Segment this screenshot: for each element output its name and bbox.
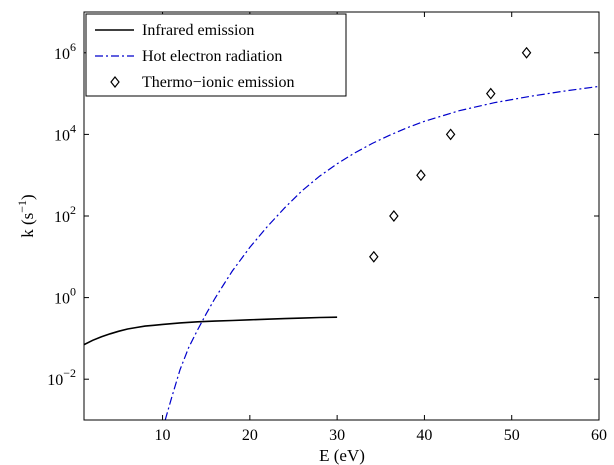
legend: Infrared emission Hot electron radiation… <box>85 13 347 97</box>
hot-electron-radiation-line <box>164 85 599 420</box>
thermo-ionic-marker <box>369 250 379 263</box>
y-tick-label: 104 <box>54 121 76 144</box>
legend-label-hot-electron: Hot electron radiation <box>142 48 282 65</box>
x-tick-label: 20 <box>242 427 258 444</box>
x-tick-label: 60 <box>591 427 607 444</box>
x-tick-label: 50 <box>504 427 520 444</box>
y-tick-label: 100 <box>54 285 76 308</box>
thermo-ionic-marker <box>485 87 496 100</box>
x-tick-label: 10 <box>155 427 171 444</box>
series-layer <box>84 46 599 420</box>
y-axis-label: k (s−1) <box>15 194 37 237</box>
thermo-ionic-marker <box>416 169 426 182</box>
thermo-ionic-marker <box>389 210 399 222</box>
legend-box <box>85 13 347 97</box>
y-tick-label: 10−2 <box>47 366 76 389</box>
y-tick-label: 106 <box>54 40 76 63</box>
legend-label-thermo-ionic: Thermo−ionic emission <box>142 74 295 91</box>
thermo-ionic-marker <box>521 46 532 59</box>
plot-frame <box>83 11 600 421</box>
legend-label-infrared: Infrared emission <box>142 22 254 39</box>
tick-layer: 10 20 30 40 50 60 10−2 100 102 104 106 <box>47 12 607 444</box>
infrared-emission-line <box>84 316 338 346</box>
thermo-ionic-marker <box>445 128 456 141</box>
legend-marker-thermo-ionic <box>110 76 120 88</box>
x-axis-label: E (eV) <box>319 446 365 465</box>
x-tick-label: 40 <box>416 427 432 444</box>
y-tick-label: 102 <box>54 203 76 226</box>
x-tick-label: 30 <box>329 427 345 444</box>
